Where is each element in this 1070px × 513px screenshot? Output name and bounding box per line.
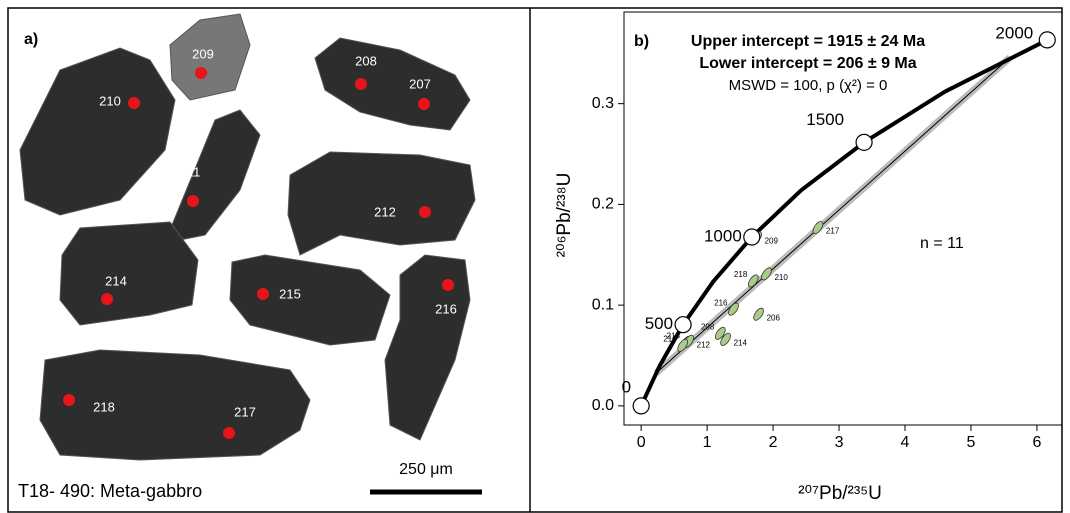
age-marker: [674, 316, 692, 334]
grain: [384, 254, 471, 441]
age-marker: [743, 228, 761, 246]
analysis-label: 217: [826, 227, 840, 236]
analysis-label: 206: [767, 313, 781, 322]
spot-label: 211: [180, 164, 201, 179]
grain: [59, 221, 199, 326]
grain: [314, 37, 471, 131]
analysis-ellipse: [747, 274, 759, 288]
analysis-label: 218: [734, 270, 748, 279]
spot: [419, 206, 431, 218]
x-axis-label: ²⁰⁷Pb/²³⁵U: [798, 483, 882, 504]
concordia-curve: [639, 38, 1049, 407]
age-label: 1000: [704, 227, 742, 246]
annotation: Upper intercept = 1915 ± 24 Ma: [691, 33, 925, 50]
grain-image: [19, 13, 476, 461]
grain: [39, 349, 311, 461]
x-tick-label: 0: [637, 434, 646, 451]
y-tick-label: 0.0: [592, 397, 614, 414]
analysis-label: 210: [774, 273, 788, 282]
analysis-label: 214: [734, 338, 748, 347]
grain: [169, 109, 261, 241]
spot: [101, 293, 113, 305]
spot: [418, 98, 430, 110]
annotation: MSWD = 100, p (χ²) = 0: [729, 77, 888, 94]
spot: [223, 427, 235, 439]
plot-frame: [623, 11, 1063, 426]
age-marker: [632, 397, 650, 415]
y-tick-label: 0.1: [592, 296, 614, 313]
analysis-ellipse: [753, 307, 764, 321]
spot-label: 207: [409, 76, 431, 91]
x-tick-label: 5: [967, 434, 976, 451]
analysis-label: 212: [697, 341, 711, 350]
y-tick-label: 0.2: [592, 196, 614, 213]
analysis-ellipse: [761, 267, 772, 281]
spot: [442, 279, 454, 291]
analysis-label: 209: [765, 237, 779, 246]
spot: [355, 78, 367, 90]
analysis-label: 208: [701, 322, 715, 331]
spot: [195, 67, 207, 79]
analysis-label: 213: [667, 332, 681, 341]
spot-label: 217: [234, 404, 256, 419]
spot: [63, 394, 75, 406]
analysis-label: 216: [714, 298, 728, 307]
spot-label: 218: [93, 399, 115, 414]
analysis-label: 215: [663, 335, 677, 344]
spot-label: 210: [99, 93, 121, 108]
caption: T18- 490: Meta-gabbro: [18, 481, 202, 501]
panel-label: a): [24, 31, 38, 48]
spot-label: 208: [355, 53, 377, 68]
spot-label: 214: [105, 273, 127, 288]
age-label: 0: [622, 377, 631, 396]
analysis-ellipse: [714, 326, 726, 340]
age-marker: [855, 133, 873, 151]
spot: [128, 97, 140, 109]
analysis-ellipse: [720, 332, 731, 346]
x-tick-label: 1: [703, 434, 712, 451]
x-tick-label: 2: [769, 434, 778, 451]
discordia-line: [655, 57, 1011, 374]
spot: [257, 288, 269, 300]
analysis-ellipse: [677, 338, 689, 352]
spot-label: 216: [435, 301, 457, 316]
age-label: 2000: [995, 23, 1033, 42]
spot: [187, 195, 199, 207]
spot-label: 209: [192, 46, 214, 61]
age-marker: [1038, 31, 1056, 49]
annotation: Lower intercept = 206 ± 9 Ma: [699, 55, 916, 72]
age-label: 500: [645, 314, 673, 333]
analysis-ellipse: [728, 302, 739, 316]
spot-label: 215: [279, 286, 301, 301]
age-label: 1500: [806, 110, 844, 129]
analysis-ellipse: [812, 221, 824, 235]
grain: [169, 13, 251, 101]
grain: [19, 47, 176, 216]
x-tick-label: 4: [901, 434, 910, 451]
x-tick-label: 6: [1032, 434, 1041, 451]
panel-label: b): [634, 33, 649, 50]
grain: [287, 151, 476, 256]
spot-label: 212: [374, 204, 396, 219]
annotation: n = 11: [920, 235, 964, 252]
x-tick-label: 3: [835, 434, 844, 451]
y-axis-label: ²⁰⁶Pb/²³⁸U: [554, 173, 575, 258]
y-tick-label: 0.3: [592, 95, 614, 112]
grain: [229, 254, 391, 346]
scale-bar-label: 250 μm: [399, 461, 453, 478]
